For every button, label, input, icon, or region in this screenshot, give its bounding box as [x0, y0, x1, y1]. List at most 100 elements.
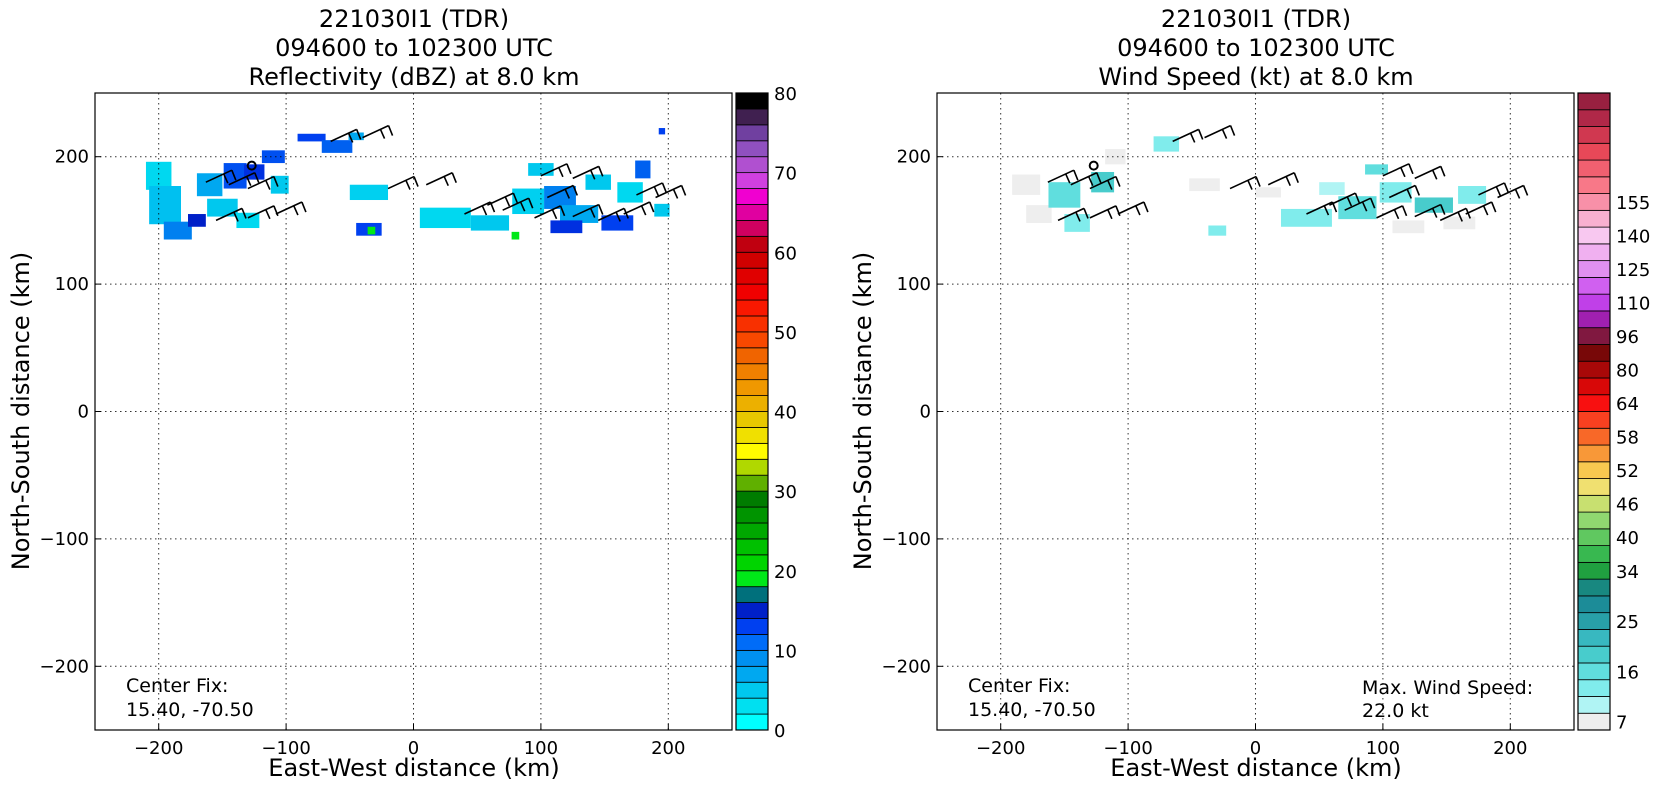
- data-cell: [1338, 196, 1377, 220]
- data-cell: [1392, 220, 1425, 234]
- data-cell: [1026, 205, 1052, 223]
- wind-barb: [1344, 197, 1376, 212]
- wind-barb: [572, 203, 604, 218]
- panel1-center-fix-label: Center Fix:: [126, 675, 228, 697]
- data-cell: [297, 133, 326, 142]
- colorbar-frame: [1577, 92, 1611, 731]
- panel1-xlabel: East-West distance (km): [268, 754, 559, 782]
- wind-barb: [1089, 175, 1121, 190]
- colorbar-segment: [1577, 159, 1611, 178]
- data-cell: [1153, 136, 1180, 152]
- y-tick-label: −100: [40, 529, 89, 550]
- wind-speed-plot-area: −200 −100 0 100 200 −200 −100 0 100 200: [882, 93, 1574, 759]
- data-cell: [1458, 186, 1487, 204]
- colorbar-segment: [735, 618, 769, 635]
- wind-speed-plot-frame: [936, 92, 1575, 731]
- colorbar-tick-label: 70: [774, 164, 797, 185]
- x-tick-label: 200: [651, 738, 685, 759]
- data-cell: [654, 203, 670, 217]
- panel2-max-wind-label: Max. Wind Speed:: [1362, 677, 1533, 699]
- colorbar-segment: [735, 251, 769, 269]
- data-cell: [149, 186, 181, 225]
- colorbar-tick-label: 7: [1616, 713, 1627, 734]
- x-tick-label: 200: [1493, 738, 1527, 759]
- colorbar-tick-label: 46: [1616, 495, 1639, 516]
- data-cell: [511, 231, 520, 240]
- colorbar-segment: [735, 602, 769, 619]
- data-cell: [1208, 225, 1227, 236]
- wind-barb: [534, 205, 566, 220]
- colorbar-segment: [735, 713, 769, 731]
- data-cell: [1280, 208, 1332, 227]
- wind-barb: [387, 175, 419, 190]
- x-tick-label: −100: [1103, 738, 1152, 759]
- colorbar-segment: [735, 267, 769, 285]
- panel1-center-fix-value: 15.40, -70.50: [126, 699, 254, 721]
- colorbar-segment: [1577, 310, 1611, 329]
- wind-barb: [623, 201, 655, 216]
- colorbar-segment: [735, 395, 769, 412]
- data-cell: [658, 128, 666, 135]
- colorbar-segment: [735, 522, 769, 540]
- wind-barb: [1382, 163, 1414, 178]
- colorbar-segment: [1577, 109, 1611, 127]
- wind-barb: [228, 172, 260, 187]
- colorbar-segment: [1577, 461, 1611, 479]
- data-cell: [1414, 197, 1453, 213]
- colorbar-tick-label: 110: [1616, 294, 1650, 315]
- colorbar-segment: [1577, 679, 1611, 697]
- colorbar-segment: [735, 219, 769, 237]
- wind-speed-panel: 221030I1 (TDR) 094600 to 102300 UTC Wind…: [849, 5, 1650, 782]
- panel2-xlabel: East-West distance (km): [1110, 754, 1401, 782]
- wind-barb: [1388, 184, 1421, 199]
- colorbar-segment: [735, 442, 769, 460]
- colorbar-segment: [1577, 226, 1611, 245]
- data-cell: [1189, 178, 1220, 192]
- data-cell: [163, 221, 192, 240]
- data-cell: [617, 182, 643, 203]
- wind-barb: [1172, 128, 1204, 143]
- colorbar-tick-label: 30: [774, 482, 797, 503]
- wind-barb: [1306, 201, 1338, 216]
- colorbar-segment: [735, 554, 769, 572]
- wind-barb: [1047, 169, 1079, 184]
- colorbar-segment: [1577, 645, 1611, 664]
- wind-speed-colorbar: 7 16 25 34 40 46 52 58 64 80 96 110 125 140 155: [1577, 92, 1650, 734]
- colorbar-segment: [1577, 444, 1611, 463]
- colorbar-tick-label: 140: [1616, 226, 1650, 247]
- data-cell: [550, 220, 583, 234]
- colorbar-tick-label: 25: [1616, 612, 1639, 633]
- data-cell: [188, 214, 206, 227]
- wind-barb: [425, 172, 457, 187]
- colorbar-tick-label: 40: [1616, 528, 1639, 549]
- colorbar-segment: [1577, 478, 1611, 496]
- colorbar-segment: [1577, 360, 1611, 379]
- y-tick-label: 200: [55, 147, 89, 168]
- panel1-title-line2: 094600 to 102300 UTC: [275, 34, 553, 62]
- colorbar-segment: [1577, 293, 1611, 312]
- colorbar-segment: [1577, 377, 1611, 396]
- colorbar-segment: [735, 92, 769, 110]
- data-cell: [1319, 182, 1345, 195]
- colorbar-segment: [735, 188, 769, 205]
- wind-barb: [1204, 124, 1236, 139]
- wind-barb: [205, 169, 237, 184]
- colorbar-segment: [1577, 276, 1611, 295]
- colorbar-tick-label: 34: [1616, 562, 1639, 583]
- colorbar-segment: [1577, 260, 1611, 278]
- data-cell: [1365, 164, 1388, 175]
- colorbar-segment: [1577, 612, 1611, 630]
- panel2-ylabel: North-South distance (km): [849, 252, 877, 571]
- colorbar-segment: [1577, 411, 1611, 429]
- colorbar-segment: [735, 299, 769, 317]
- colorbar-segment: [735, 458, 769, 476]
- panel2-center-fix-label: Center Fix:: [968, 675, 1070, 697]
- colorbar-segment: [1577, 662, 1611, 681]
- colorbar-segment: [1577, 142, 1611, 161]
- colorbar-tick-label: 80: [774, 84, 797, 105]
- colorbar-segment: [1577, 209, 1611, 228]
- colorbar-segment: [1577, 712, 1611, 731]
- panel2-center-fix-value: 15.40, -70.50: [968, 699, 1096, 721]
- colorbar-tick-label: 155: [1616, 193, 1650, 214]
- colorbar-tick-label: 96: [1616, 327, 1639, 348]
